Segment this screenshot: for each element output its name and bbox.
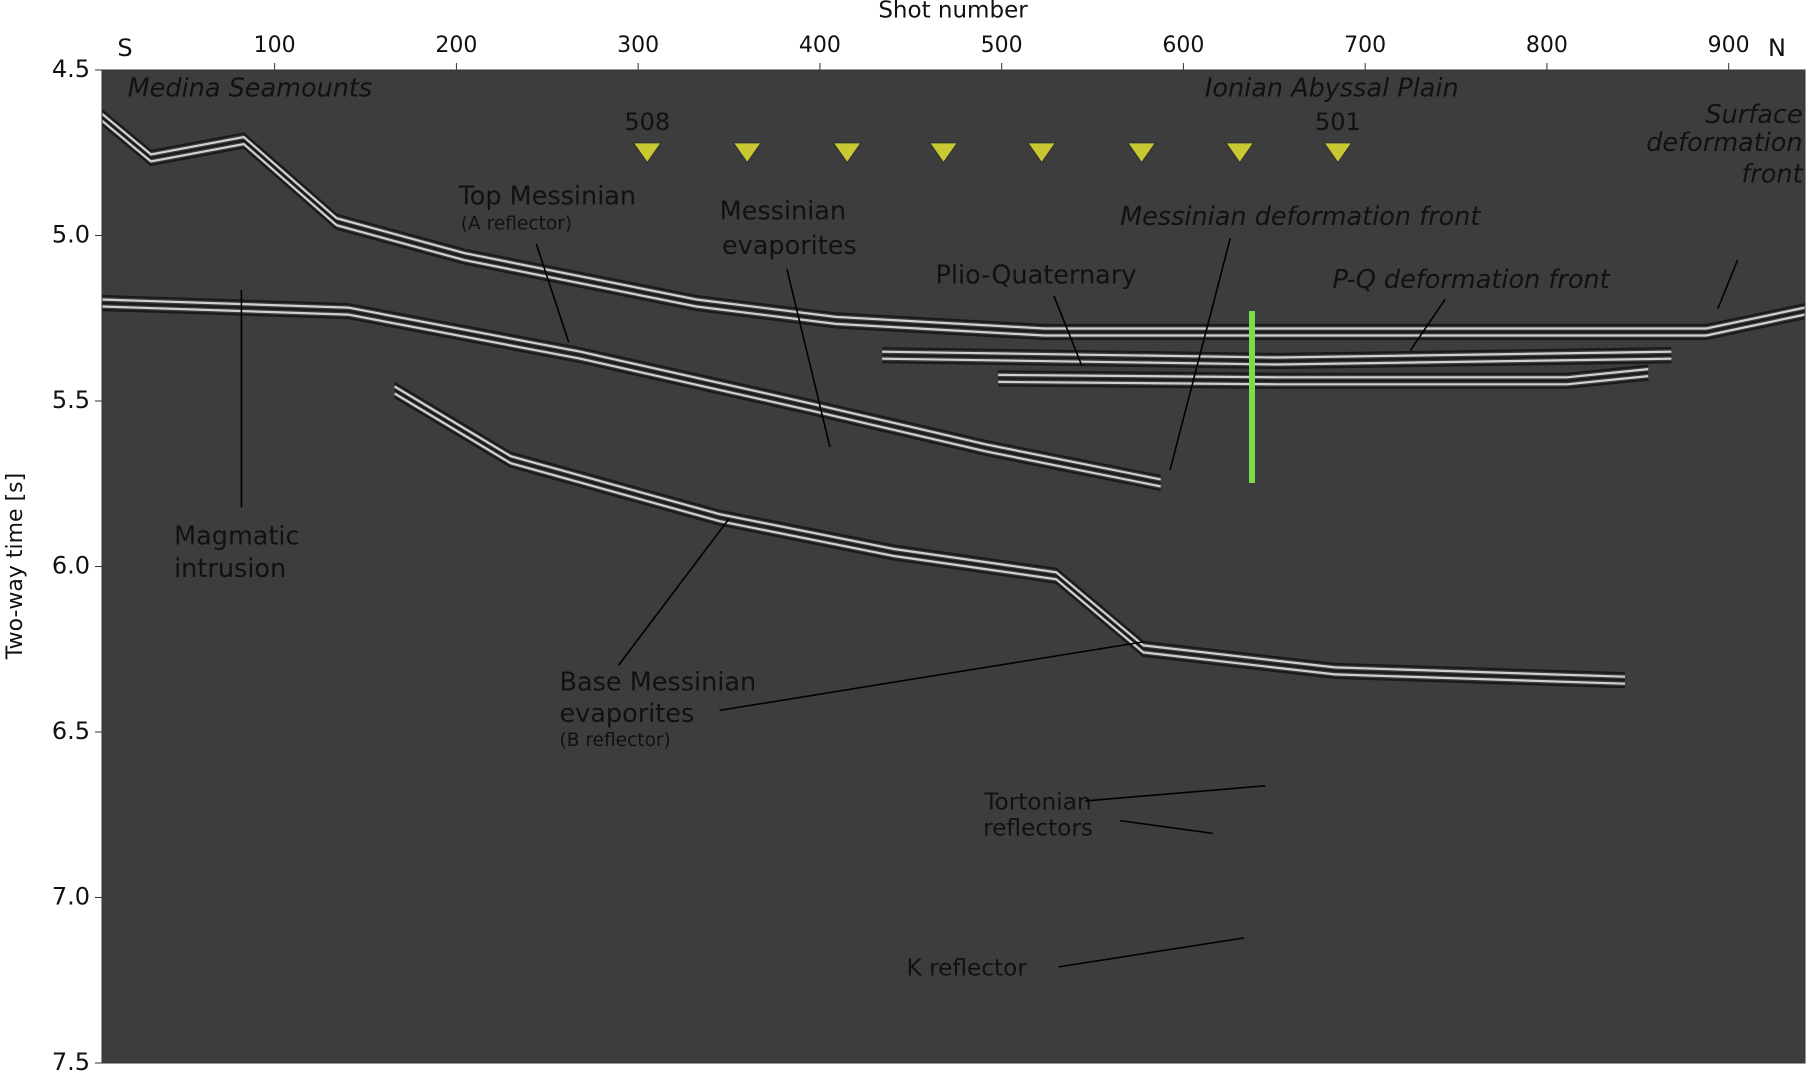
reflector <box>102 305 1161 488</box>
x-tick-label: 100 <box>254 33 296 58</box>
y-tick-label: 7.5 <box>52 1048 90 1076</box>
reflector <box>394 396 1626 689</box>
y-axis-label: Two-way time [s] <box>3 473 28 660</box>
leader-line <box>1717 259 1739 310</box>
station-marker <box>632 142 663 164</box>
annotation: Top Messinian <box>457 181 636 211</box>
annotation: P-Q deformation front <box>1333 265 1611 295</box>
end-label: S <box>117 34 132 62</box>
reflector <box>998 378 1649 389</box>
reflector <box>394 392 1626 685</box>
reflector <box>102 301 1161 484</box>
station-marker <box>1126 142 1157 164</box>
reflector <box>102 298 1161 481</box>
y-tick-label: 6.5 <box>52 717 90 745</box>
annotation: Ionian Abyssal Plain <box>1205 73 1459 103</box>
x-axis-label: Shot number <box>878 0 1028 24</box>
station-marker <box>832 142 863 164</box>
station-label: 501 <box>1315 108 1361 136</box>
reflector <box>102 294 1161 477</box>
annotation: Magmatic <box>174 521 299 551</box>
reflector <box>102 112 1805 330</box>
annotation: Messinian deformation front <box>1120 202 1481 232</box>
station-marker <box>928 142 959 164</box>
leader-line <box>535 243 570 343</box>
y-tick-label: 5.0 <box>52 221 90 249</box>
leader-line <box>1409 299 1446 351</box>
reflector <box>102 123 1805 341</box>
reflector <box>998 364 1649 375</box>
annotation: Messinian <box>720 196 846 226</box>
leader-line <box>786 269 831 448</box>
station-marker <box>1322 142 1354 164</box>
reflector <box>102 116 1805 334</box>
annotation: front <box>1741 159 1803 189</box>
annotation: (B reflector) <box>559 730 670 751</box>
reflector <box>394 389 1626 682</box>
annotation: (A reflector) <box>461 214 572 235</box>
reflector <box>998 368 1649 379</box>
leader-line <box>719 641 1144 712</box>
x-tick-label: 400 <box>799 33 841 58</box>
x-tick-label: 800 <box>1526 33 1568 58</box>
reflector <box>882 354 1672 363</box>
leader-line <box>618 518 730 666</box>
reflector <box>882 357 1672 366</box>
reflector <box>102 109 1805 327</box>
annotation: Surface <box>1705 100 1802 130</box>
station-marker <box>732 142 763 164</box>
reflector <box>102 119 1805 337</box>
noise <box>102 70 1805 1063</box>
annotation: Base Messinian <box>559 668 756 698</box>
station-label: 508 <box>624 108 670 136</box>
annotation: K reflector <box>907 955 1028 982</box>
reflector <box>998 371 1649 382</box>
leader-line <box>1053 295 1083 366</box>
annotation: Medina Seamounts <box>128 73 373 103</box>
annotation: intrusion <box>174 554 286 584</box>
annotation: evaporites <box>559 699 694 729</box>
x-tick-label: 600 <box>1162 33 1204 58</box>
annotation: evaporites <box>722 231 857 261</box>
x-tick-label: 200 <box>435 33 477 58</box>
reflector <box>998 375 1649 386</box>
reflector <box>882 361 1672 370</box>
x-tick-label: 300 <box>617 33 659 58</box>
y-tick-label: 5.5 <box>52 386 90 414</box>
x-tick-label: 500 <box>981 33 1023 58</box>
annotation: reflectors <box>983 814 1093 841</box>
y-tick-label: 4.5 <box>52 55 90 83</box>
seismic-image <box>102 70 1805 1063</box>
reflectors <box>102 109 1805 689</box>
leader-line <box>1058 937 1245 968</box>
annotation: deformation <box>1646 128 1802 158</box>
reflector <box>882 347 1672 356</box>
reflector <box>102 308 1161 491</box>
x-tick-label: 700 <box>1344 33 1386 58</box>
reflector <box>394 382 1626 675</box>
annotation: Tortonian <box>983 789 1091 816</box>
leader-line <box>1085 785 1266 802</box>
leader-line <box>1169 237 1232 471</box>
reflector <box>394 385 1626 678</box>
leader-line <box>1119 819 1214 835</box>
station-marker <box>1224 142 1255 164</box>
annotation: Plio-Quaternary <box>936 260 1137 290</box>
y-tick-label: 6.0 <box>52 552 90 580</box>
station-marker <box>1026 142 1057 164</box>
y-tick-label: 7.0 <box>52 883 90 911</box>
end-label: N <box>1768 34 1786 62</box>
x-tick-label: 900 <box>1708 33 1750 58</box>
reflector <box>882 350 1672 359</box>
